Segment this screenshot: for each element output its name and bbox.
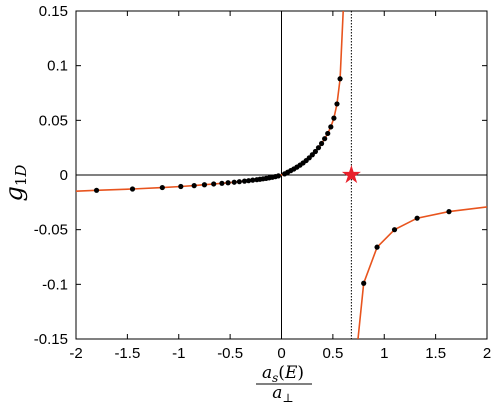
data-point — [325, 130, 331, 137]
fit-curve-right-branch — [357, 206, 487, 339]
data-point — [322, 136, 328, 142]
data-point — [219, 180, 225, 186]
x-tick-label: -2 — [69, 345, 82, 362]
data-point — [318, 140, 325, 147]
data-point — [93, 187, 100, 193]
data-point — [361, 280, 367, 286]
x-tick-label: 1 — [380, 345, 388, 362]
data-point — [178, 183, 184, 190]
y-tick-label: -0.1 — [42, 276, 68, 293]
data-point — [391, 227, 398, 233]
data-point — [225, 180, 231, 186]
y-axis-label: g1D — [0, 165, 30, 202]
y-tick-label: 0.1 — [47, 58, 68, 75]
x-tick-label: 0 — [277, 345, 285, 362]
x-tick-label: 2 — [483, 345, 491, 362]
star-marker — [341, 165, 361, 184]
tick-labels: -2 -1.5 -1 -0.5 0 0.5 1 1.5 2 0.15 0.1 0.05 0 -0.05 -0… — [34, 3, 491, 362]
data-point — [129, 186, 136, 192]
data-point — [312, 148, 319, 155]
data-point — [328, 124, 334, 130]
data-layer — [76, 11, 487, 339]
data-point — [231, 179, 237, 185]
data-point — [414, 215, 420, 221]
data-point — [250, 177, 256, 183]
data-point — [159, 184, 165, 191]
data-point — [309, 152, 315, 158]
y-tick-label: 0 — [60, 167, 68, 184]
x-tick-label: -1.5 — [114, 345, 140, 362]
x-tick-label: 1.5 — [425, 345, 446, 362]
data-point — [374, 244, 380, 250]
data-point — [201, 182, 208, 188]
x-tick-label: -0.5 — [217, 345, 243, 362]
data-point — [211, 181, 217, 187]
data-point — [446, 209, 452, 215]
y-tick-label: -0.05 — [34, 222, 68, 239]
x-tick-label: -1 — [172, 345, 185, 362]
data-point — [191, 183, 197, 189]
data-point — [236, 179, 242, 185]
y-tick-label: -0.15 — [34, 331, 68, 348]
data-point — [275, 173, 282, 179]
data-point — [331, 115, 337, 121]
y-tick-label: 0.15 — [39, 3, 68, 20]
x-axis-label: as(E) a⊥ — [256, 363, 312, 403]
data-point — [246, 178, 252, 184]
y-tick-label: 0.05 — [39, 112, 68, 129]
data-point — [315, 145, 322, 151]
x-axis-label-numerator: as(E) — [262, 363, 304, 385]
data-point — [337, 76, 343, 82]
data-point — [241, 178, 248, 184]
x-tick-label: 0.5 — [322, 345, 343, 362]
axes — [75, 10, 488, 340]
x-axis-label-denominator: a⊥ — [272, 383, 293, 403]
data-point — [334, 101, 340, 107]
